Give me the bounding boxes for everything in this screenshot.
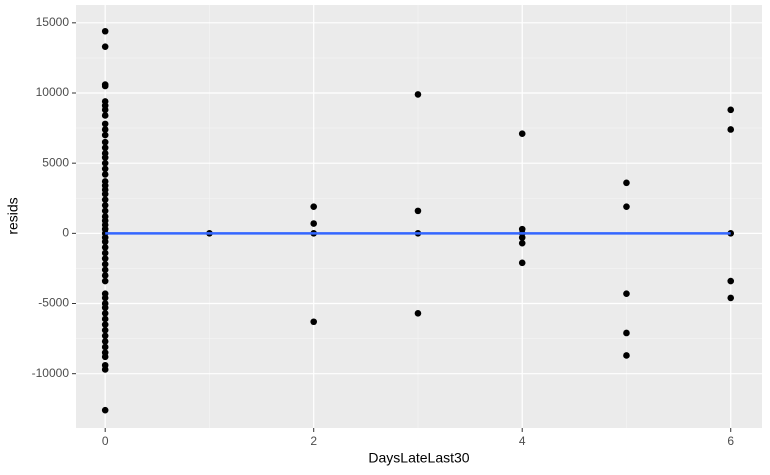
point <box>101 353 109 361</box>
point <box>101 326 109 334</box>
point <box>101 310 109 317</box>
point <box>101 249 109 257</box>
point <box>101 304 109 312</box>
y-tick-label: 5000 <box>42 155 69 169</box>
point <box>727 126 735 133</box>
point <box>101 338 109 345</box>
point <box>414 310 422 317</box>
panel <box>76 5 762 428</box>
point <box>101 126 109 133</box>
point <box>623 290 630 297</box>
point <box>101 343 109 351</box>
point <box>101 196 109 203</box>
point <box>518 130 526 137</box>
point <box>101 266 109 274</box>
point <box>101 315 109 323</box>
y-tick-label: 15000 <box>36 15 70 29</box>
y-tick-label: 0 <box>62 226 69 240</box>
point <box>101 43 109 50</box>
point <box>101 366 109 373</box>
point <box>101 294 109 302</box>
x-tick-label: 6 <box>727 434 734 448</box>
point <box>310 220 318 227</box>
point <box>518 234 526 241</box>
point <box>414 91 422 98</box>
point <box>101 159 109 167</box>
x-axis-title: DaysLateLast30 <box>368 450 469 466</box>
point <box>414 207 422 215</box>
y-axis-title: resids <box>5 197 21 234</box>
point <box>623 203 630 210</box>
point <box>310 203 318 210</box>
y-tick-label: 10000 <box>36 85 70 99</box>
point <box>101 406 109 414</box>
point <box>101 238 109 246</box>
point <box>101 27 109 35</box>
point <box>101 207 109 215</box>
point <box>101 131 109 139</box>
point <box>101 171 109 178</box>
point <box>101 244 109 251</box>
point <box>101 255 109 262</box>
point <box>101 165 109 173</box>
point <box>623 329 630 337</box>
point <box>101 106 109 114</box>
point <box>727 277 735 285</box>
point <box>101 272 109 279</box>
point <box>101 138 109 146</box>
point <box>101 154 109 161</box>
point <box>101 321 109 328</box>
point <box>101 332 109 340</box>
point <box>101 260 109 268</box>
point <box>101 120 109 128</box>
x-tick-label: 2 <box>310 434 317 448</box>
point <box>101 190 109 198</box>
point <box>623 179 630 187</box>
point <box>310 318 318 326</box>
point <box>101 112 109 119</box>
point <box>101 82 109 90</box>
point <box>101 144 109 152</box>
point <box>518 239 526 247</box>
point <box>518 259 526 267</box>
y-tick-label: -5000 <box>38 296 69 310</box>
point <box>101 277 109 285</box>
x-tick-label: 0 <box>102 434 109 448</box>
point <box>623 352 630 359</box>
point <box>727 294 735 302</box>
y-tick-label: -10000 <box>32 366 70 380</box>
x-tick-label: 4 <box>519 434 526 448</box>
point <box>727 106 735 114</box>
point <box>101 201 109 209</box>
